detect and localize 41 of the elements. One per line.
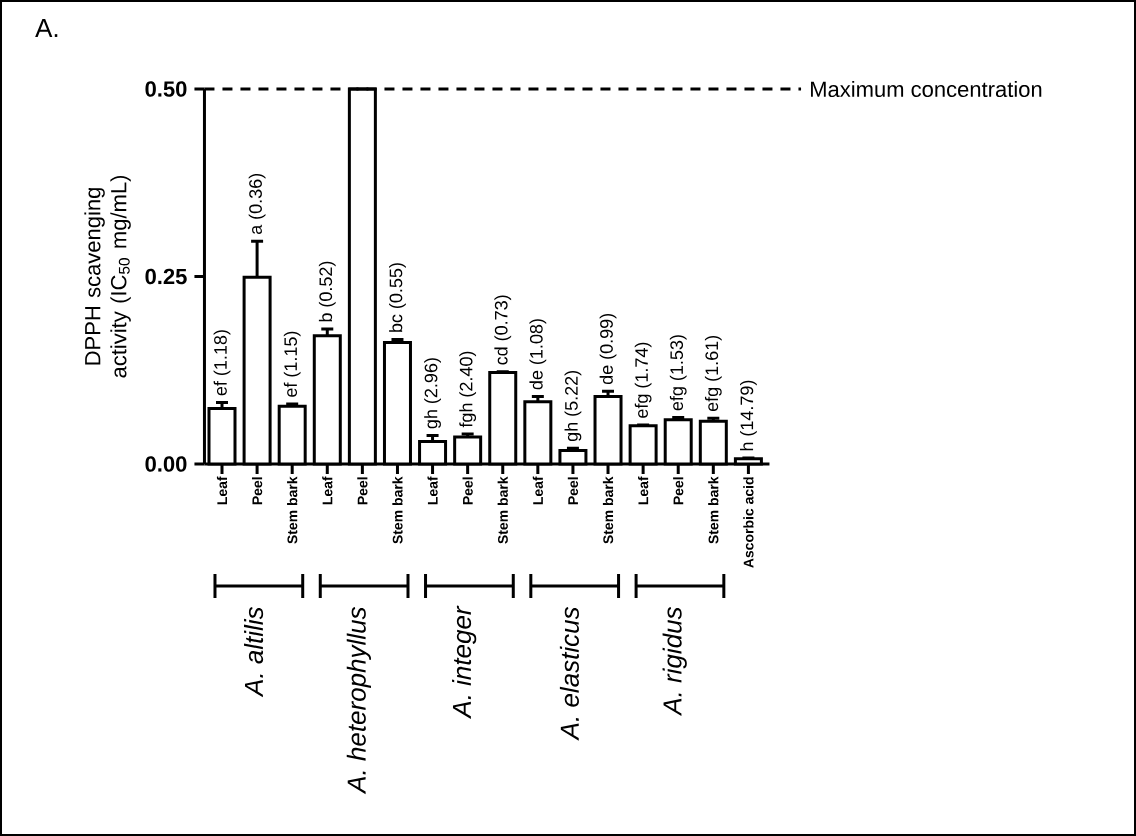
x-tick-label: Ascorbic acid	[743, 477, 754, 568]
x-tick-label: Peel	[357, 477, 368, 505]
annotation: de (1.08)	[529, 319, 547, 390]
text: A. rigidus	[662, 606, 687, 717]
y-tick-label: 0.00	[145, 456, 187, 472]
x-tick-label: Leaf	[638, 476, 649, 505]
x-tick-label: Stem bark	[708, 476, 719, 544]
x-tick-label: Stem bark	[497, 476, 508, 544]
x-tick-label: Peel	[673, 477, 684, 505]
x-tick-label: Stem bark	[602, 476, 614, 544]
annotation: efg (1.74)	[634, 342, 652, 418]
x-tick-label: Leaf	[427, 476, 438, 505]
text: A. integer	[452, 605, 477, 719]
x-tick-label: Peel	[251, 477, 263, 505]
y-tick-label: 0.50	[145, 81, 187, 97]
x-tick-label: Peel	[462, 477, 473, 505]
annotation: efg (1.61)	[704, 335, 722, 412]
x-tick-label: Stem bark	[392, 476, 403, 544]
x-tick-label: Leaf	[216, 476, 228, 505]
annotation: b (0.52)	[318, 261, 336, 322]
annotation: ef (1.18)	[213, 330, 231, 396]
text: A. heterophyllus	[346, 607, 371, 795]
annotation: gh (5.22)	[564, 370, 582, 442]
text: A. altilis	[244, 606, 264, 698]
annotation: ef (1.15)	[283, 331, 301, 397]
annotation: cd (0.73)	[494, 295, 512, 365]
text: A.	[35, 19, 58, 37]
x-tick-label: Peel	[567, 477, 579, 505]
annotation: a (0.36)	[248, 173, 266, 235]
x-tick-label: Leaf	[532, 476, 543, 505]
annotation: de (0.99)	[599, 313, 617, 385]
y-tick-label: 0.25	[145, 268, 187, 285]
annotation: h (14.79)	[740, 380, 757, 451]
annotation: bc (0.55)	[389, 263, 406, 332]
annotation: fgh (2.40)	[459, 351, 477, 428]
annotation: gh (2.96)	[424, 358, 441, 429]
annotation: efg (1.53)	[669, 335, 687, 411]
x-tick-label: Leaf	[322, 476, 333, 505]
text: A. elasticus	[559, 606, 579, 741]
x-tick-label: Stem bark	[287, 476, 298, 544]
ref-line-label: Maximum concentration	[811, 80, 1042, 98]
